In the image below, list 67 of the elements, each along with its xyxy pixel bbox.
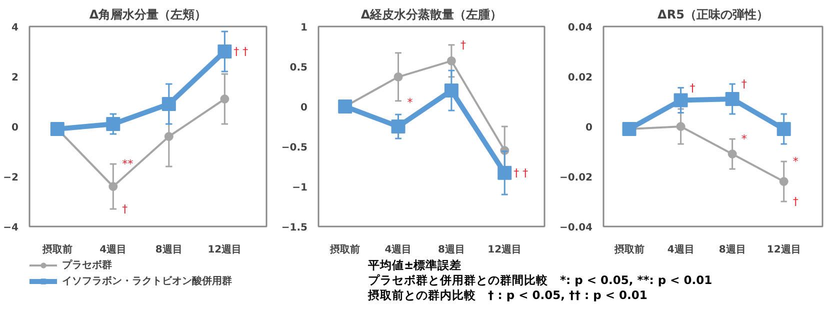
point (220, 94, 230, 104)
annotation: ** (122, 158, 134, 170)
legend-label: イソフラボン・ラクトビオン酸併用群 (62, 274, 232, 288)
x-tick-label: 12週目 (488, 244, 522, 256)
x-tick-label: 12週目 (208, 244, 242, 256)
annotation: * (407, 96, 414, 109)
y-tick-label: 0 (586, 122, 593, 134)
annotation: † † (514, 166, 529, 180)
point (108, 182, 118, 191)
y-tick-label: 0.5 (290, 62, 308, 74)
x-tick-label: 8週目 (718, 244, 746, 256)
point (776, 122, 791, 136)
x-tick-label: 12週目 (766, 244, 801, 256)
y-tick-label: 0 (300, 102, 308, 114)
annotation: * (792, 155, 799, 168)
y-tick-label: 0.04 (568, 22, 593, 34)
legend-label: プラセボ群 (62, 258, 112, 272)
y-tick-label: −1 (292, 182, 308, 194)
y-tick-label: 1 (300, 22, 308, 34)
chart-title: Δ経皮水分蒸散量（左腫） (360, 8, 502, 22)
y-tick-label: 0 (12, 122, 19, 134)
y-tick-label: −2 (3, 172, 19, 184)
point (162, 97, 176, 111)
annotation: * (741, 132, 748, 146)
y-tick-label: −0.04 (559, 222, 593, 234)
point (164, 132, 174, 141)
x-tick-label: 4週目 (667, 244, 694, 256)
point (444, 84, 458, 98)
point (106, 117, 120, 131)
point (676, 122, 686, 131)
y-tick-label: −0.02 (559, 172, 593, 184)
point (674, 93, 688, 108)
x-tick-label: 摂取前 (329, 244, 360, 256)
point (50, 122, 64, 136)
y-tick-label: 4 (12, 22, 19, 34)
x-tick-label: 摂取前 (613, 244, 644, 256)
y-tick-label: 0.02 (568, 72, 593, 84)
chart-title: Δ角層水分量（左頬） (89, 8, 207, 22)
y-tick-label: −1.5 (281, 222, 308, 234)
x-tick-label: 8週目 (155, 244, 182, 256)
y-tick-label: 2 (12, 72, 19, 84)
point (218, 44, 232, 58)
annotation: † (690, 81, 696, 94)
annotation: † (792, 195, 799, 208)
x-tick-label: 4週目 (100, 244, 127, 256)
point (338, 100, 352, 114)
y-tick-label: −4 (3, 222, 19, 234)
chart-title: ΔR5（正味の弾性） (658, 8, 768, 22)
text: 摂取前との群内比較 † : p < 0.05, †† : p < 0.01 (368, 288, 648, 303)
point (394, 72, 403, 82)
x-tick-label: 8週目 (438, 244, 465, 256)
annotation: † (122, 202, 128, 216)
point (446, 56, 456, 66)
annotation: † (741, 78, 748, 90)
point (391, 120, 406, 134)
annotation: † (460, 38, 466, 52)
text: プラセボ群と併用群との群間比較 *: p < 0.05, **: p < 0.01 (368, 273, 712, 288)
x-tick-label: 摂取前 (41, 244, 72, 256)
text: 平均値±標準誤差 (368, 258, 463, 273)
point (622, 122, 636, 136)
x-tick-label: 4週目 (384, 244, 412, 256)
point (725, 92, 740, 106)
point (779, 177, 788, 186)
annotation: † † (234, 45, 249, 58)
point (498, 166, 512, 180)
y-tick-label: −0.5 (281, 142, 308, 154)
point (728, 150, 737, 158)
